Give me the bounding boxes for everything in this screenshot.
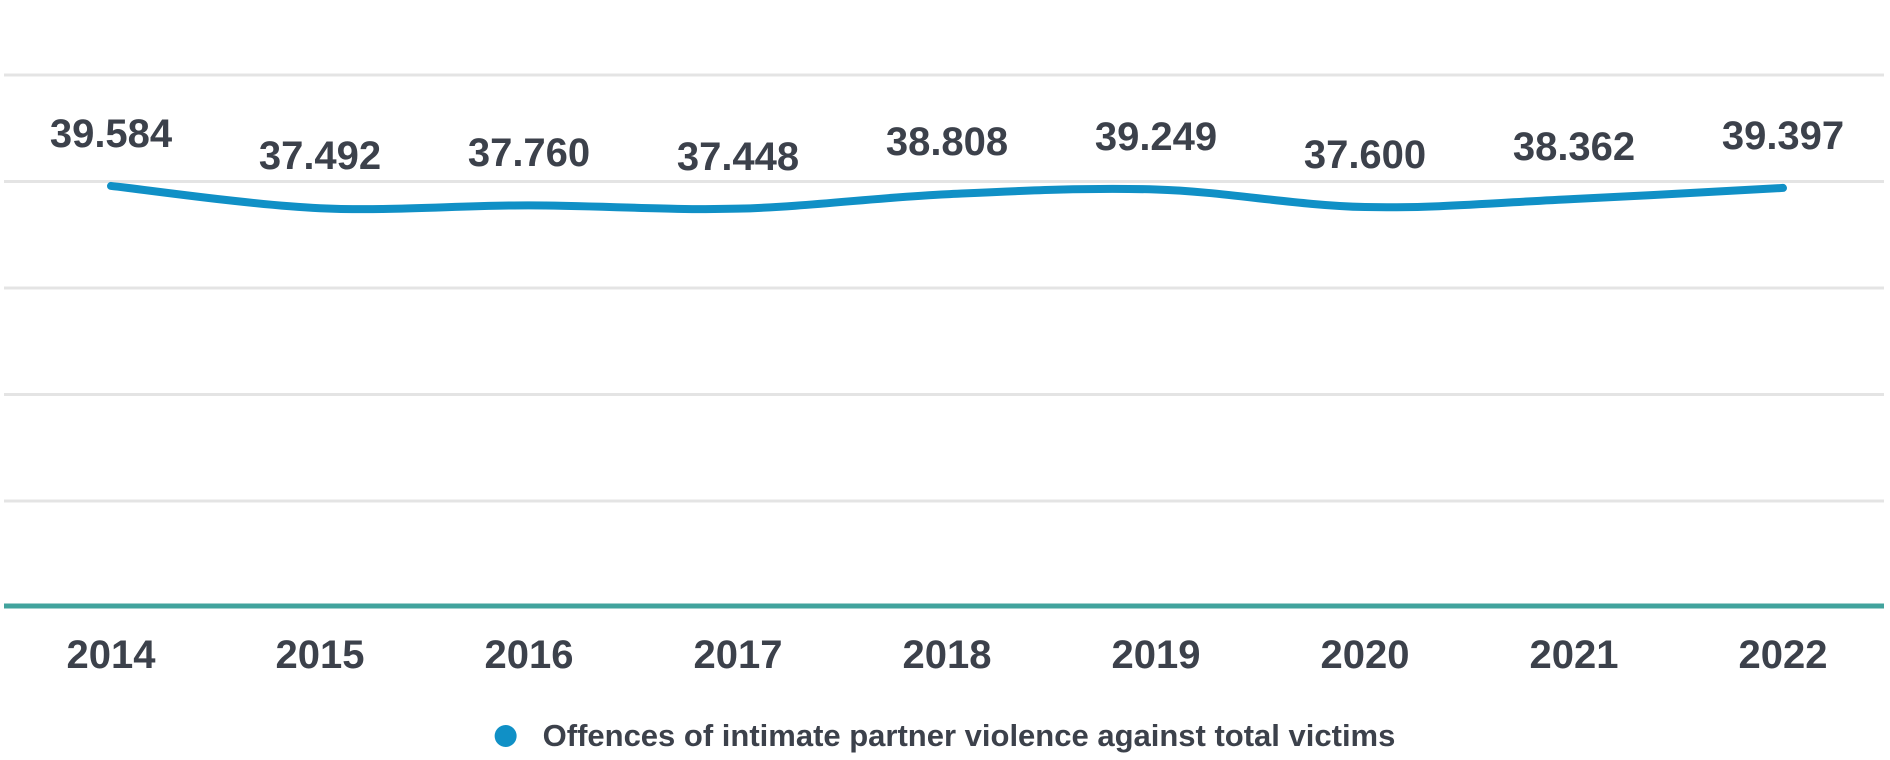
x-axis-label-2020: 2020: [1320, 633, 1410, 677]
value-label-2019: 39.249: [1094, 115, 1218, 160]
x-axis-label-2014: 2014: [66, 633, 156, 677]
value-label-2016: 37.760: [467, 131, 591, 176]
value-label-2015: 37.492: [258, 134, 382, 179]
x-axis-label-2022: 2022: [1738, 633, 1828, 677]
x-axis-label-2021: 2021: [1529, 633, 1619, 677]
x-axis-label-2015: 2015: [275, 633, 365, 677]
x-axis-label-2018: 2018: [902, 633, 992, 677]
x-axis-label-2016: 2016: [484, 633, 574, 677]
value-label-2021: 38.362: [1512, 124, 1636, 169]
value-label-2020: 37.600: [1303, 133, 1427, 178]
series-line: [107, 181, 1787, 214]
legend-dot-icon: [494, 725, 517, 747]
value-label-2017: 37.448: [676, 134, 800, 179]
x-axis-label-2017: 2017: [693, 633, 783, 677]
value-label-2018: 38.808: [885, 120, 1009, 165]
value-label-2014: 39.584: [49, 111, 173, 156]
value-label-2022: 39.397: [1721, 113, 1845, 158]
legend: Offences of intimate partner violence ag…: [494, 714, 1396, 758]
legend-label: Offences of intimate partner violence ag…: [542, 718, 1396, 753]
x-axis-label-2019: 2019: [1111, 633, 1201, 677]
